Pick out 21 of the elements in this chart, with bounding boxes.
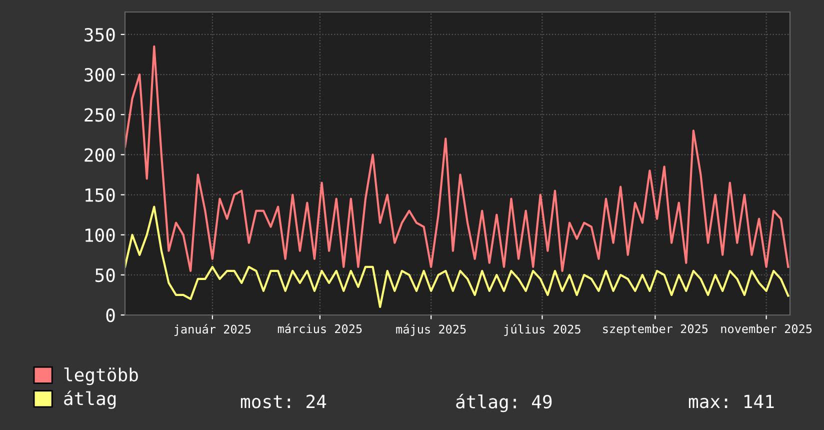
legend-label: átlag (64, 390, 116, 409)
text: most: 24 (240, 394, 326, 408)
text: átlag: 49 (456, 394, 552, 412)
x-tick-label: szeptember 2025 (603, 324, 708, 336)
y-tick-label: 0 (106, 308, 115, 322)
text: max: 141 (688, 394, 774, 408)
y-tick-label: 200 (84, 148, 115, 162)
x-tick-label: március 2025 (278, 324, 362, 334)
y-tick-label: 50 (95, 268, 115, 282)
y-tick-label: 250 (84, 108, 115, 122)
legend-label: legtöbb (64, 367, 138, 386)
y-tick-label: 150 (86, 188, 115, 202)
line-series (125, 206, 790, 308)
x-tick-label: november 2025 (721, 324, 812, 334)
y-tick-label: 350 (84, 28, 115, 42)
x-tick-label: január 2025 (174, 324, 251, 336)
line-series (125, 45, 790, 272)
x-tick-label: május 2025 (396, 324, 466, 336)
y-tick-label: 300 (84, 68, 115, 82)
y-tick-label: 100 (86, 228, 115, 242)
x-tick-label: július 2025 (504, 324, 580, 336)
